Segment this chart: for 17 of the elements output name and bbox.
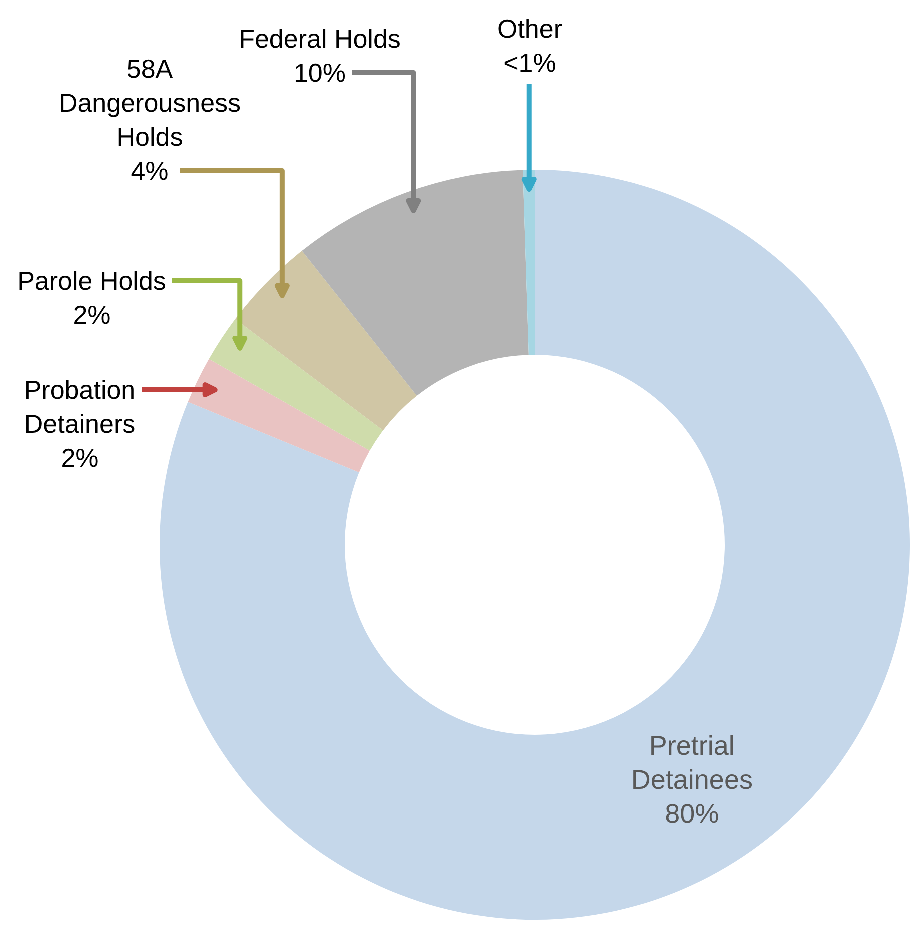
donut-slice <box>209 319 384 451</box>
data-label: 80% <box>665 799 720 830</box>
slice-label: Other <box>497 14 563 44</box>
data-label: 2% <box>73 300 111 330</box>
slice-label: Probation Detainers <box>24 375 136 439</box>
donut-slice <box>523 170 535 356</box>
slice-label: Parole Holds <box>18 266 166 296</box>
donut-slice <box>302 170 529 396</box>
data-label: 4% <box>131 156 169 186</box>
data-label: 2% <box>61 443 99 473</box>
slice-label: Pretrial Detainees <box>631 731 753 796</box>
data-label: <1% <box>504 48 556 78</box>
slice-label: 58A Dangerousness Holds <box>58 54 242 152</box>
donut-slice <box>236 251 418 431</box>
donut-slice <box>188 359 370 473</box>
slice-label: Federal Holds <box>239 24 401 54</box>
data-label: 10% <box>294 58 346 88</box>
